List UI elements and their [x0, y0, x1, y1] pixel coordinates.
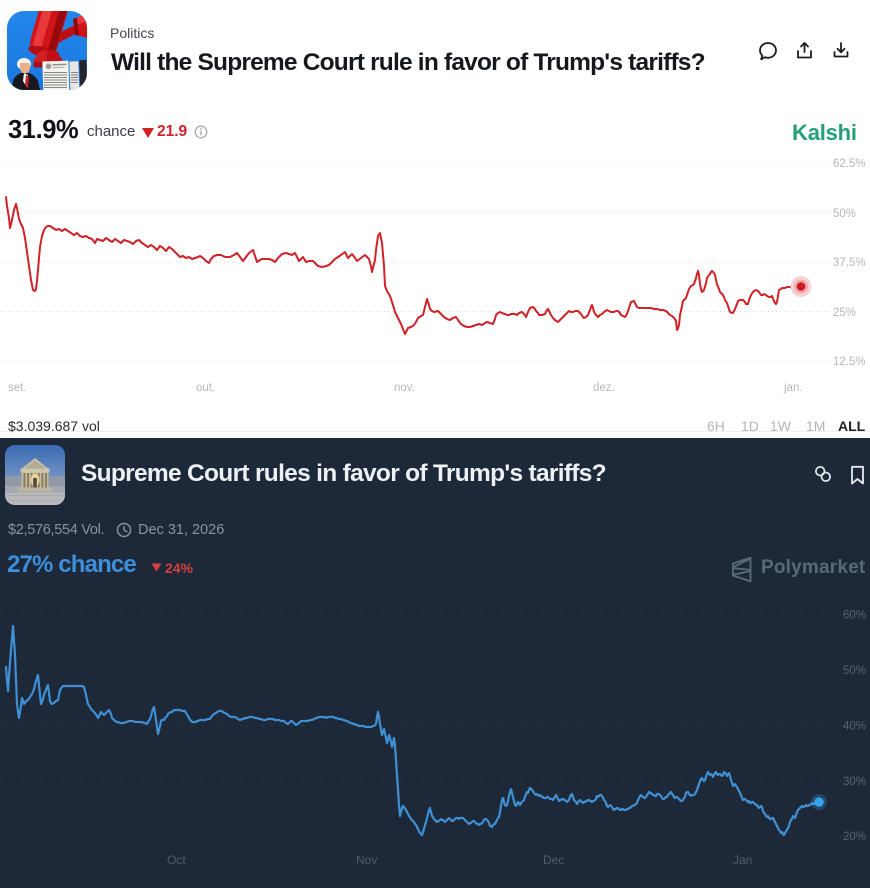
svg-text:40%: 40% — [843, 720, 866, 732]
svg-text:set.: set. — [8, 382, 27, 394]
svg-text:12.5%: 12.5% — [833, 356, 866, 368]
svg-text:25%: 25% — [833, 307, 856, 319]
svg-text:62.5%: 62.5% — [833, 158, 866, 170]
svg-text:Oct: Oct — [167, 853, 186, 867]
svg-text:30%: 30% — [843, 776, 866, 788]
svg-text:60%: 60% — [843, 610, 866, 622]
svg-text:50%: 50% — [833, 208, 856, 220]
svg-text:Jan: Jan — [733, 853, 752, 867]
svg-text:nov.: nov. — [394, 382, 415, 394]
svg-text:Dec: Dec — [543, 853, 564, 867]
svg-text:dez.: dez. — [593, 382, 615, 394]
svg-text:jan.: jan. — [783, 382, 803, 394]
svg-text:37.5%: 37.5% — [833, 257, 866, 269]
svg-text:20%: 20% — [843, 831, 866, 843]
svg-text:50%: 50% — [843, 665, 866, 677]
svg-text:out.: out. — [196, 382, 215, 394]
svg-text:Nov: Nov — [356, 853, 377, 867]
